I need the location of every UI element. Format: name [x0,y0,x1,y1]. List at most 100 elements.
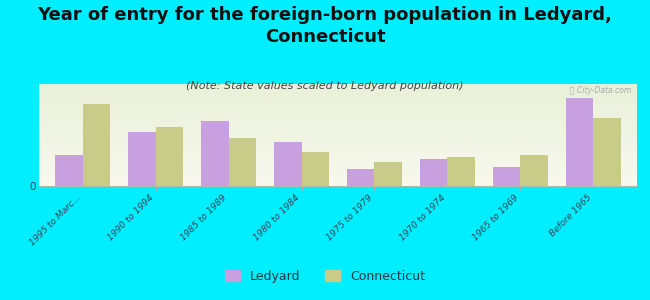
Bar [39,178,637,179]
Bar [39,143,637,144]
Bar [39,140,637,141]
Bar [39,180,637,181]
Bar [302,152,330,186]
Bar [39,84,637,85]
Bar [39,115,637,116]
Bar [39,161,637,163]
Bar [39,160,637,161]
Bar [39,173,637,174]
Bar [156,127,183,186]
Bar [39,156,637,158]
Text: (Note: State values scaled to Ledyard population): (Note: State values scaled to Ledyard po… [187,81,463,91]
Bar [229,138,256,186]
Bar [39,160,637,161]
Bar [39,154,637,155]
Bar [39,96,637,97]
Bar [520,155,548,186]
Bar [39,135,637,136]
Bar [39,158,637,160]
Bar [39,99,637,100]
Bar [39,147,637,148]
Bar [420,159,447,186]
Bar [39,87,637,88]
Bar [39,141,637,142]
Bar [39,169,637,170]
Bar [39,86,637,87]
Bar [566,98,593,186]
Bar [39,98,637,99]
Bar [39,90,637,91]
Bar [39,132,637,133]
Bar [39,166,637,167]
Bar [39,174,637,175]
Bar [39,146,637,147]
Bar [39,89,637,90]
Bar [39,94,637,95]
Bar [39,138,637,139]
Bar [39,170,637,171]
Bar [39,142,637,143]
Bar [39,177,637,178]
Legend: Ledyard, Connecticut: Ledyard, Connecticut [220,265,430,288]
Bar [39,106,637,107]
Bar [39,171,637,172]
Bar [201,122,229,186]
Bar [39,183,637,184]
Bar [39,101,637,102]
Bar [39,168,637,169]
Bar [39,92,637,93]
Bar [39,119,637,120]
Bar [39,103,637,104]
Bar [39,184,637,185]
Bar [39,149,637,150]
Bar [39,130,637,131]
Bar [39,185,637,186]
Bar [39,104,637,105]
Bar [274,142,302,186]
Bar [39,100,637,101]
Bar [39,126,637,127]
Bar [39,112,637,114]
Bar [39,129,637,130]
Bar [39,122,637,123]
Bar [39,121,637,122]
Bar [39,91,637,92]
Bar [39,182,637,183]
Bar [39,137,637,138]
Bar [39,85,637,86]
Bar [39,148,637,149]
Bar [39,167,637,168]
Bar [374,162,402,186]
Bar [39,124,637,125]
Bar [39,118,637,119]
Text: ⓘ City-Data.com: ⓘ City-Data.com [570,86,631,95]
Bar [39,151,637,152]
Bar [39,127,637,128]
Bar [39,102,637,104]
Bar [593,118,621,186]
Bar [447,157,475,186]
Bar [55,155,83,186]
Bar [39,88,637,89]
Bar [39,131,637,132]
Bar [39,155,637,156]
Bar [39,116,637,117]
Bar [39,125,637,126]
Bar [39,114,637,115]
Bar [39,93,637,94]
Bar [39,136,637,137]
Bar [39,179,637,180]
Bar [39,105,637,106]
Bar [39,109,637,110]
Bar [39,128,637,129]
Bar [39,97,637,98]
Bar [39,153,637,154]
Bar [83,104,110,186]
Bar [39,165,637,166]
Bar [493,167,520,186]
Bar [39,175,637,176]
Bar [39,144,637,145]
Bar [39,163,637,164]
Bar [39,181,637,182]
Bar [39,150,637,151]
